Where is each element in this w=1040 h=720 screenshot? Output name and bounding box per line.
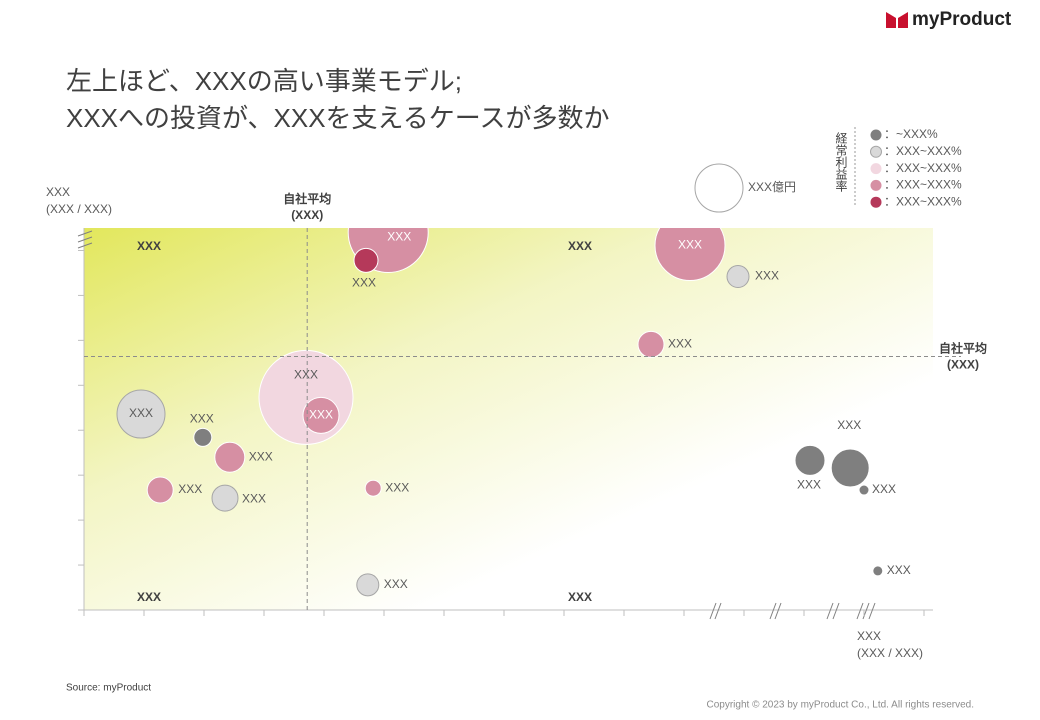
bubble-label: XXX xyxy=(309,408,333,422)
bubble-label: XXX xyxy=(837,418,861,432)
y-axis-label: XXX xyxy=(46,185,70,199)
bubble-label: XXX xyxy=(294,368,318,382)
x-axis-label: XXX xyxy=(857,629,881,643)
logo-text: myProduct xyxy=(912,9,1012,30)
bubble-label: XXX xyxy=(129,406,153,420)
y-average-label: 自社平均 xyxy=(939,341,987,356)
bubble-label: XXX xyxy=(668,337,692,351)
legend-label: ：XXX~XXX% xyxy=(884,178,962,192)
y-axis-label: (XXX / XXX) xyxy=(46,202,112,216)
bubble xyxy=(211,484,239,512)
bubble xyxy=(654,228,726,282)
bubble xyxy=(302,396,340,434)
size-legend-label: XXX億円 xyxy=(748,180,796,194)
title-line: 左上ほど、XXXの高い事業モデル; xyxy=(66,66,462,96)
bubble xyxy=(356,573,380,597)
bubble-label: XXX xyxy=(385,480,409,494)
quadrant-label: XXX xyxy=(137,239,161,253)
bubble-label: XXX xyxy=(242,491,266,505)
axis-breaks xyxy=(77,230,876,620)
bubble xyxy=(637,330,665,358)
y-average-label: (XXX) xyxy=(947,358,979,372)
bubble-label: XXX xyxy=(190,412,214,426)
bubble xyxy=(364,479,382,497)
bubble xyxy=(726,265,750,289)
plot-background xyxy=(84,228,933,610)
bubble-label: XXX xyxy=(872,482,896,496)
bubble xyxy=(872,565,884,577)
quadrant-label: XXX xyxy=(568,239,592,253)
bubble-label: XXX xyxy=(797,478,821,492)
legend-marker xyxy=(870,163,882,175)
bubble-label: XXX xyxy=(887,563,911,577)
legend-marker xyxy=(870,145,882,158)
bubble-label: XXX xyxy=(387,230,411,244)
legend-marker xyxy=(870,129,882,141)
bubble xyxy=(353,247,379,273)
size-legend-bubble xyxy=(694,163,744,213)
bubble xyxy=(794,444,826,476)
bubble-label: XXX xyxy=(384,577,408,591)
bubble xyxy=(858,484,870,496)
logo: myProduct xyxy=(886,9,1012,30)
bubble xyxy=(116,389,166,439)
legend-marker xyxy=(870,179,882,191)
legend-marker xyxy=(870,196,882,208)
x-average-label: 自社平均 xyxy=(283,191,331,206)
bubble xyxy=(193,427,213,447)
bubble-label: XXX xyxy=(755,269,779,283)
copyright: Copyright © 2023 by myProduct Co., Ltd. … xyxy=(707,700,975,711)
bubble-label: XXX xyxy=(249,449,273,463)
quadrant-label: XXX xyxy=(137,590,161,604)
quadrant-label: XXX xyxy=(568,590,592,604)
title-line: XXXへの投資が、XXXを支えるケースが多数か xyxy=(66,103,609,133)
legend-label: ：XXX~XXX% xyxy=(884,161,962,175)
bubble-label: XXX xyxy=(352,276,376,290)
bubble xyxy=(146,476,174,504)
x-average-label: (XXX) xyxy=(291,208,323,222)
bubble xyxy=(258,349,354,445)
bubble xyxy=(214,441,246,473)
legend-label: ：XXX~XXX% xyxy=(884,194,962,208)
bubble-label: XXX xyxy=(178,482,202,496)
bubble xyxy=(830,448,870,488)
legend-title: 経常利益率 xyxy=(834,132,848,192)
legend-label: ：~XXX% xyxy=(884,127,938,141)
legend-label: ：XXX~XXX% xyxy=(884,144,962,158)
bubble-label: XXX xyxy=(678,238,702,252)
bubbles xyxy=(116,228,884,597)
source: Source: myProduct xyxy=(66,683,151,694)
x-axis-label: (XXX / XXX) xyxy=(857,646,923,660)
